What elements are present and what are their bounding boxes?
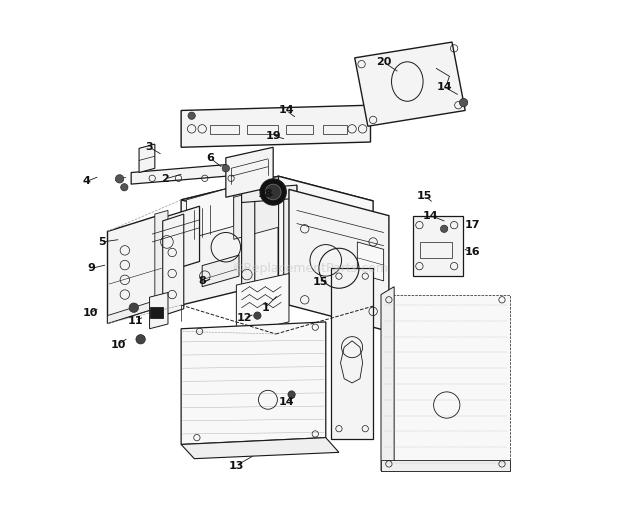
Circle shape — [459, 98, 468, 107]
Text: 16: 16 — [464, 247, 480, 258]
Polygon shape — [181, 176, 373, 225]
Polygon shape — [226, 147, 273, 197]
Polygon shape — [107, 214, 162, 323]
Polygon shape — [155, 210, 168, 306]
Text: 10: 10 — [110, 339, 126, 350]
Text: 14: 14 — [423, 210, 439, 221]
Text: 14: 14 — [436, 82, 452, 92]
Text: 10: 10 — [82, 308, 98, 318]
Polygon shape — [284, 185, 297, 287]
Polygon shape — [355, 42, 465, 126]
Polygon shape — [181, 176, 278, 305]
Bar — [149, 307, 162, 318]
Polygon shape — [181, 322, 326, 444]
Bar — [210, 125, 239, 134]
Text: 11: 11 — [128, 316, 143, 326]
Polygon shape — [149, 292, 168, 329]
Text: 6: 6 — [206, 153, 214, 163]
Text: 12: 12 — [236, 313, 252, 323]
Text: 4: 4 — [82, 176, 91, 187]
Circle shape — [288, 391, 295, 398]
Polygon shape — [107, 298, 162, 323]
Text: 5: 5 — [99, 237, 106, 247]
Circle shape — [222, 165, 229, 172]
Polygon shape — [381, 295, 510, 471]
Text: 9: 9 — [88, 263, 95, 274]
Circle shape — [121, 184, 128, 191]
Text: 14: 14 — [278, 397, 294, 408]
Bar — [323, 125, 347, 134]
Text: 15: 15 — [417, 190, 432, 201]
Text: 19: 19 — [265, 130, 281, 141]
Text: 17: 17 — [464, 220, 480, 230]
Polygon shape — [278, 176, 373, 306]
Polygon shape — [331, 268, 373, 439]
Polygon shape — [139, 144, 155, 173]
Text: 2: 2 — [161, 174, 169, 184]
Circle shape — [254, 312, 261, 319]
Text: 18: 18 — [257, 188, 273, 199]
Text: 8: 8 — [198, 276, 206, 287]
Circle shape — [136, 335, 145, 344]
Text: 15: 15 — [313, 277, 328, 288]
Circle shape — [115, 175, 124, 183]
Polygon shape — [162, 214, 184, 316]
Text: 13: 13 — [229, 460, 244, 471]
Bar — [247, 125, 278, 134]
Polygon shape — [234, 185, 278, 239]
Bar — [420, 242, 452, 258]
Polygon shape — [181, 105, 371, 147]
Polygon shape — [242, 185, 297, 203]
Polygon shape — [357, 242, 384, 281]
Text: ©ReplacementParts.com: ©ReplacementParts.com — [231, 262, 389, 275]
Polygon shape — [381, 287, 394, 471]
Circle shape — [260, 179, 286, 205]
Polygon shape — [187, 187, 234, 239]
Text: 1: 1 — [262, 302, 269, 313]
Polygon shape — [181, 438, 339, 459]
Polygon shape — [131, 162, 257, 184]
Circle shape — [188, 112, 195, 119]
Polygon shape — [412, 216, 463, 276]
Polygon shape — [202, 255, 239, 287]
Polygon shape — [242, 185, 255, 287]
Polygon shape — [236, 274, 289, 334]
Circle shape — [129, 303, 138, 312]
Text: 20: 20 — [376, 57, 391, 67]
Bar — [286, 125, 312, 134]
Text: 3: 3 — [146, 142, 153, 153]
Text: 14: 14 — [278, 105, 294, 116]
Polygon shape — [381, 460, 510, 471]
Circle shape — [265, 184, 281, 200]
Polygon shape — [289, 189, 389, 331]
Circle shape — [440, 225, 448, 232]
Polygon shape — [152, 206, 200, 276]
